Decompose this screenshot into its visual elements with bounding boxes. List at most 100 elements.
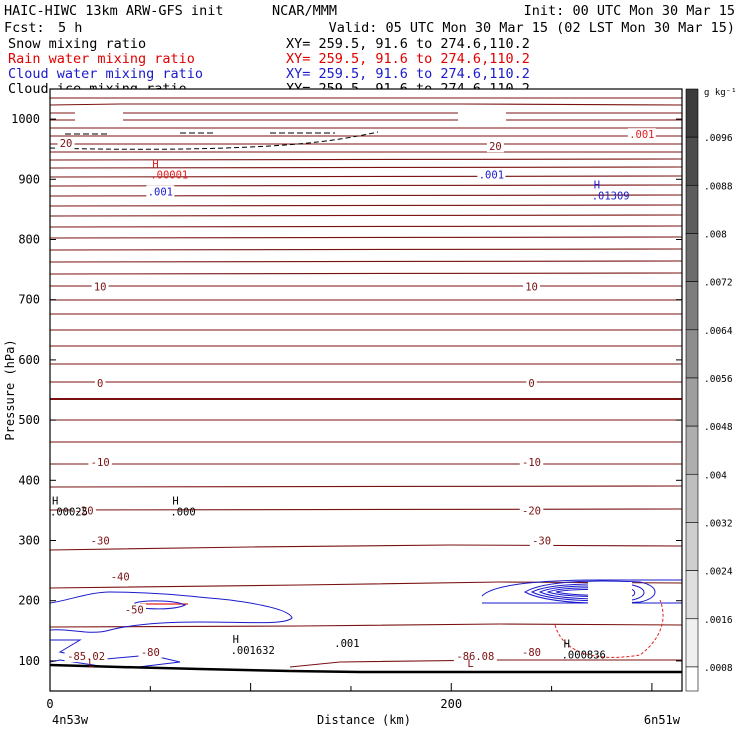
- mixing-ratio-labels: .001 .001 .001 .001: [146, 128, 656, 650]
- colorbar-label: .0096: [704, 133, 733, 144]
- y-tick-label: 300: [18, 534, 40, 548]
- colorbar-label: .0056: [704, 374, 733, 385]
- isotherm-label-bg: [529, 534, 554, 547]
- isotherm-line: [289, 659, 682, 668]
- colorbar-label: .0072: [704, 278, 733, 289]
- colorbar-swatch: [685, 473, 699, 523]
- field-name-snow: Snow mixing ratio: [8, 36, 146, 52]
- isotherm-line: [49, 236, 683, 239]
- cloud-water-contour: [538, 585, 636, 600]
- rain-contours: [140, 599, 664, 658]
- colorbar-swatch: [685, 136, 699, 186]
- isotherm-label-bg: [526, 376, 537, 389]
- isotherm-label-bg: [72, 504, 96, 517]
- extremum-mark: H: [172, 495, 178, 507]
- isotherm-label-bg: [486, 140, 504, 153]
- isotherm-line: [49, 175, 683, 178]
- isotherm-label: 20: [489, 141, 502, 153]
- isotherm-line: [49, 225, 683, 228]
- colorbar-swatch: [685, 185, 699, 234]
- isotherm-label-bg: [88, 534, 112, 547]
- isotherm-label-bg: [519, 504, 544, 517]
- isotherm-line: [49, 214, 683, 217]
- extremum-value: .00025: [50, 506, 88, 518]
- extrema-labels: L LH.001632H.000836H.00025H.000H.00001H.0…: [50, 158, 630, 670]
- isotherm-line: [49, 485, 683, 488]
- isotherm-label: -30: [532, 536, 551, 548]
- isotherm-label-bg: [519, 645, 544, 658]
- colorbar-swatch: [685, 329, 699, 379]
- colorbar-swatch: [685, 618, 699, 668]
- extremum-mark: L: [88, 658, 94, 670]
- snow-contour: [49, 131, 379, 150]
- x-tick-label: 0: [46, 697, 53, 711]
- isotherm-line: [49, 623, 683, 628]
- x-axis: 0 200: [46, 683, 653, 711]
- isotherm-line: [49, 544, 683, 551]
- y-tick-label: 700: [18, 293, 40, 307]
- isotherm-label: -85.02: [67, 651, 105, 663]
- mixing-label-bg: [332, 636, 361, 649]
- isotherm-line: [49, 272, 683, 275]
- mixing-ratio-label: .001: [629, 129, 654, 141]
- org-label: NCAR/MMM: [272, 3, 337, 19]
- isotherm-label-bg: [138, 645, 163, 658]
- isotherm-label: -30: [91, 536, 110, 548]
- y-tick-label: 200: [18, 594, 40, 608]
- colorbar-swatch: [685, 666, 699, 692]
- snow-contours: [49, 131, 379, 150]
- field-xy-rain: XY= 259.5, 91.6 to 274.6,110.2: [286, 51, 530, 67]
- mixing-ratio-label: .001: [148, 186, 173, 198]
- y-axis-label: Pressure (hPa): [3, 339, 17, 440]
- fcst-value: 5 h: [58, 20, 82, 36]
- colorbar-label: .0016: [704, 615, 733, 626]
- isotherm-label-bg: [122, 603, 147, 616]
- fcst-label: Fcst:: [4, 20, 45, 36]
- extremum-value: .001632: [231, 645, 275, 657]
- extremum-value: .01309: [592, 190, 630, 202]
- isotherm-label-bg: [108, 570, 132, 583]
- isotherm-label-bg: [519, 456, 544, 469]
- isotherm-label: -86.08: [456, 651, 494, 663]
- colorbar-swatch: [685, 570, 699, 620]
- cloud-water-contours: [49, 579, 682, 669]
- y-tick-label: 600: [18, 353, 40, 367]
- valid-time: Valid: 05 UTC Mon 30 Mar 15 (02 LST Mon …: [329, 20, 735, 36]
- cloud-water-contour: [481, 579, 682, 597]
- isotherm-label-bg: [94, 376, 106, 389]
- isotherm-label: -10: [522, 457, 541, 469]
- isotherm-label-bg: [88, 456, 112, 469]
- isotherm-label-bg: [64, 650, 108, 663]
- colorbar-swatch: [685, 377, 699, 427]
- mixing-ratio-label: .001: [479, 169, 504, 181]
- colorbar-swatch: [685, 425, 699, 475]
- isotherm-label-bg: [523, 280, 541, 293]
- field-xy-cloud-water: XY= 259.5, 91.6 to 274.6,110.2: [286, 66, 530, 82]
- isotherm-line: [49, 103, 683, 106]
- field-name-rain: Rain water mixing ratio: [8, 51, 195, 67]
- colorbar-label: .0048: [704, 422, 733, 433]
- isotherm-label: -40: [111, 572, 130, 584]
- right-endpoint-label: 6n51w: [644, 713, 681, 727]
- isotherm-label: -10: [91, 457, 110, 469]
- isotherm-label-bg: [57, 137, 75, 150]
- isotherm-label-bg: [91, 280, 109, 293]
- isotherm-line: [49, 158, 683, 161]
- extremum-mark: H: [233, 634, 239, 646]
- cloud-water-contour: [523, 580, 656, 604]
- isotherm-label: 20: [60, 138, 73, 150]
- plot-area: -85.02 -86.08 -80 -80 -50 -40 -30 -30 -20 -20 -10 -…: [49, 88, 683, 692]
- y-tick-label: 400: [18, 473, 40, 487]
- mixing-label-bg: [146, 185, 175, 198]
- x-axis-label: Distance (km): [317, 713, 411, 727]
- left-endpoint-label: 4n53w: [52, 713, 89, 727]
- colorbar-label: .0064: [704, 326, 733, 337]
- mixing-label-bg: [477, 168, 506, 181]
- mixing-label-bg: [627, 128, 656, 141]
- colorbar-swatch: [685, 522, 699, 571]
- extremum-mark: H: [152, 158, 158, 170]
- isotherm-labels: -85.02 -86.08 -80 -80 -50 -40 -30 -30 -20 -20 -10 -…: [57, 137, 554, 663]
- init-time: Init: 00 UTC Mon 30 Mar 15: [524, 3, 735, 19]
